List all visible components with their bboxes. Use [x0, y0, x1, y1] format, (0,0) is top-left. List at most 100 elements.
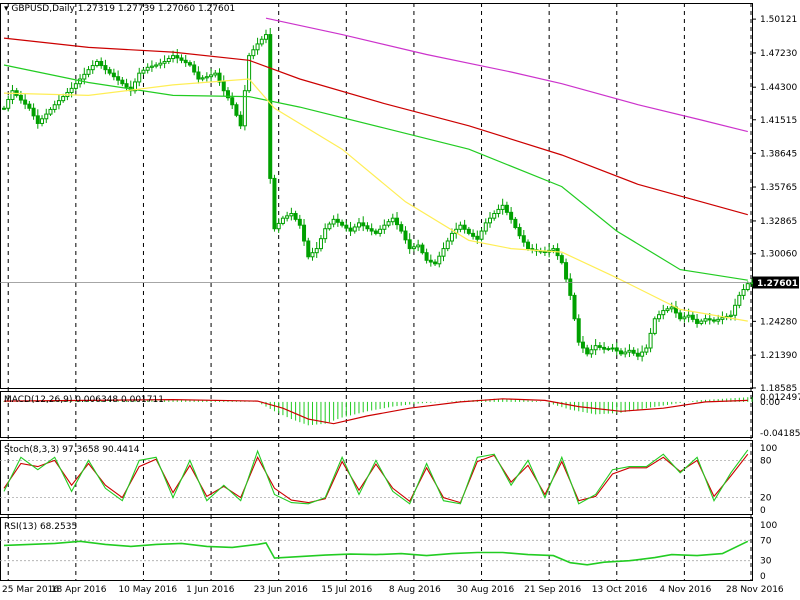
candle-body: [661, 310, 666, 316]
candle-body: [124, 83, 129, 88]
candle-body: [238, 114, 243, 127]
date-label: 30 Aug 2016: [457, 585, 515, 595]
candle-body: [631, 349, 636, 354]
candle-body: [572, 294, 577, 320]
candle-body: [99, 60, 104, 67]
candle-body: [61, 96, 66, 102]
candle-body: [162, 60, 167, 64]
price-axis-label: 1.41515: [760, 116, 797, 126]
stoch-pane-frame: [0, 440, 753, 515]
candle-body: [669, 306, 674, 310]
candle-body: [192, 64, 197, 73]
candle-body: [255, 43, 260, 51]
candle-body: [314, 248, 319, 254]
candle-body: [69, 87, 74, 93]
candle-body: [707, 318, 712, 321]
candle-body: [690, 314, 695, 320]
macd-pane-title: MACD(12,26,9) 0.006348 0.001711: [4, 395, 164, 405]
candle-body: [458, 224, 463, 230]
candle-body: [564, 262, 569, 280]
candle-body: [247, 55, 252, 92]
candle-body: [390, 217, 395, 223]
candle-body: [462, 224, 467, 230]
candle-body: [158, 62, 163, 66]
candle-body: [597, 345, 602, 348]
price-axis-label: 1.35765: [760, 183, 797, 193]
moving-average-line: [3, 78, 748, 322]
candle-body: [576, 318, 581, 343]
candle-body: [310, 252, 315, 258]
stoch-axis-label: 20: [760, 494, 772, 504]
candle-body: [369, 228, 374, 232]
candle-body: [175, 55, 180, 59]
candle-body: [10, 90, 15, 100]
candle-body: [166, 58, 171, 62]
stoch-pane-title: Stoch(8,3,3) 97.3658 90.4414: [4, 445, 140, 455]
candle-body: [365, 225, 370, 230]
candle-body: [285, 215, 290, 219]
symbol-icon: ▾: [4, 4, 9, 14]
candle-body: [242, 90, 247, 127]
date-label: 18 Apr 2016: [51, 585, 107, 595]
candle-body: [361, 222, 366, 227]
rsi-axis-label: 70: [760, 536, 772, 546]
macd-axis-label: 0.012497: [760, 393, 800, 403]
candle-body: [720, 317, 725, 320]
candle-body: [344, 224, 349, 229]
candle-body: [120, 79, 125, 85]
candle-body: [737, 294, 742, 306]
candle-body: [682, 316, 687, 320]
date-label: 28 Nov 2016: [726, 585, 784, 595]
candle-body: [526, 241, 531, 250]
candle-body: [703, 318, 708, 322]
candle-body: [356, 222, 361, 228]
candle-body: [492, 213, 497, 219]
candle-body: [302, 224, 307, 242]
candle-body: [323, 228, 328, 240]
candle-body: [665, 308, 670, 312]
candle-body: [276, 222, 281, 230]
candle-body: [716, 318, 721, 322]
candle-body: [340, 221, 345, 226]
candle-body: [733, 304, 738, 316]
candle-body: [35, 115, 40, 124]
candle-body: [306, 240, 311, 258]
candle-body: [580, 341, 585, 349]
candle-body: [395, 217, 400, 226]
date-label: 15 Jul 2016: [321, 585, 372, 595]
rsi-axis-label: 100: [760, 521, 777, 531]
candle-body: [521, 235, 526, 243]
candle-body: [373, 230, 378, 234]
candle-body: [644, 347, 649, 353]
candle-body: [496, 208, 501, 215]
candle-body: [352, 226, 357, 232]
candle-body: [268, 34, 273, 179]
rsi-pane-frame: [0, 517, 753, 581]
candle-body: [479, 230, 484, 240]
candle-body: [94, 60, 99, 67]
candle-body: [593, 345, 598, 351]
date-label: 8 Aug 2016: [389, 585, 441, 595]
candle-body: [513, 218, 518, 229]
candle-body: [635, 352, 640, 357]
stoch-axis-label: 100: [760, 444, 777, 454]
candle-body: [509, 211, 514, 220]
stoch-axis-label: 80: [760, 456, 772, 466]
candle-body: [504, 204, 509, 213]
candle-body: [31, 107, 36, 117]
candle-body: [678, 312, 683, 320]
candle-body: [133, 81, 138, 92]
candle-body: [149, 65, 154, 68]
rsi-pane-title: RSI(13) 68.2535: [4, 522, 78, 532]
candle-body: [614, 347, 619, 352]
stoch-axis-label: 0: [760, 506, 766, 516]
candle-body: [428, 259, 433, 263]
candle-body: [741, 289, 746, 296]
candle-body: [517, 227, 522, 237]
candle-body: [264, 34, 269, 40]
date-label: 4 Nov 2016: [659, 585, 711, 595]
candle-body: [648, 332, 653, 349]
candle-body: [297, 218, 302, 226]
candle-body: [331, 218, 336, 225]
